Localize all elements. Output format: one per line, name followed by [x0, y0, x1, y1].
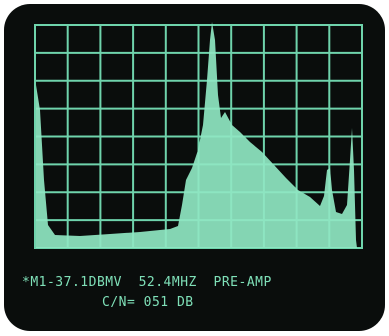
page: *M1-37.1DBMV 52.4MHZ PRE-AMP C/N= 051 DB… [0, 0, 389, 336]
readout-line: *M1-37.1DBMV 52.4MHZ PRE-AMP [22, 275, 272, 290]
readout-line: C/N= 051 DB [102, 295, 194, 310]
analyzer-photo: *M1-37.1DBMV 52.4MHZ PRE-AMP C/N= 051 DB [0, 0, 389, 336]
